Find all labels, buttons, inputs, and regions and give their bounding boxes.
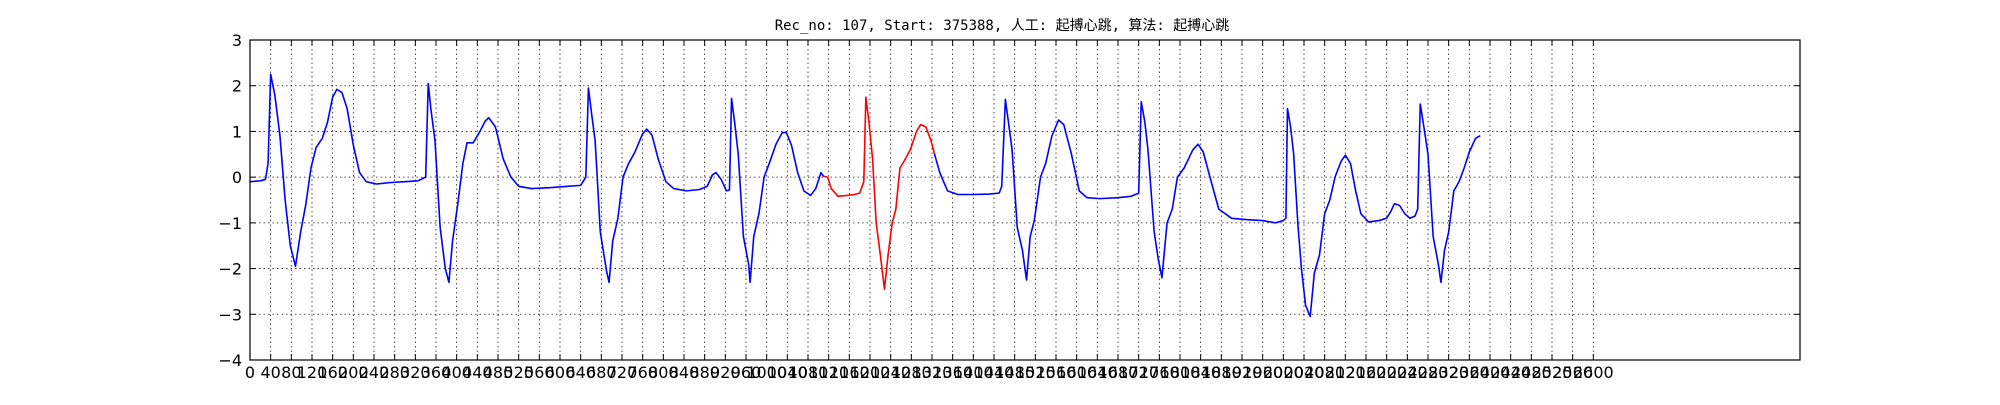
x-tick-label: 2200 [1366,363,1407,382]
x-tick-label: 2040 [1284,363,1325,382]
grid-layer [250,40,1800,360]
x-tick-label: 80 [281,363,301,382]
x-tick-label: 1520 [1015,363,1056,382]
series-layer [249,73,1481,318]
x-tick-label: 120 [297,363,328,382]
x-tick-label: 2440 [1490,363,1531,382]
x-tick-label: 1120 [808,363,849,382]
x-tick-label: 480 [483,363,514,382]
x-tick-label: 880 [689,363,720,382]
x-tick-label: 960 [731,363,762,382]
x-tick-label: 800 [648,363,679,382]
x-tick-label: 560 [524,363,555,382]
x-tick-label: 2560 [1552,363,1593,382]
x-tick-label: 1000 [746,363,787,382]
x-tick-label: 2000 [1263,363,1304,382]
x-tick-label: 2600 [1573,363,1614,382]
x-tick-label: 1400 [953,363,994,382]
x-tick-label: 2480 [1511,363,1552,382]
y-tick-label: 2 [232,77,242,96]
x-tick-label: 1640 [1077,363,1118,382]
x-tick-label: 440 [462,363,493,382]
x-tick-label: 2160 [1346,363,1387,382]
y-tick-label: 1 [232,122,242,141]
x-tick-label: 1360 [932,363,973,382]
plot-frame [249,39,1801,361]
x-tick-label: 600 [545,363,576,382]
x-tick-label: 0 [245,363,255,382]
x-tick-label: 360 [421,363,452,382]
x-tick-label: 1200 [850,363,891,382]
x-tick-label: 760 [627,363,658,382]
x-tick-label: 280 [379,363,410,382]
x-tick-label: 1440 [974,363,1015,382]
x-tick-label: 2320 [1428,363,1469,382]
ecg-trace-annotated-beat [822,96,936,290]
x-tick-label: 2120 [1325,363,1366,382]
y-tick-label: −1 [218,214,242,233]
x-tick-label: 2400 [1470,363,1511,382]
x-tick-label: 2280 [1408,363,1449,382]
y-tick-label: −4 [218,351,242,370]
x-tick-label: 840 [669,363,700,382]
x-tick-label: 520 [503,363,534,382]
x-tick-label: 400 [441,363,472,382]
x-tick-label: 2240 [1387,363,1428,382]
x-tick-label: 2080 [1304,363,1345,382]
x-tick-label: 1680 [1098,363,1139,382]
x-tick-label: 1560 [1036,363,1077,382]
x-tick-label: 1080 [788,363,829,382]
y-tick-label: −3 [218,305,242,324]
x-tick-label: 240 [359,363,390,382]
x-tick-label: 320 [400,363,431,382]
x-tick-label: 2520 [1532,363,1573,382]
x-tick-label: 640 [565,363,596,382]
x-tick-label: 1240 [870,363,911,382]
x-tick-label: 1600 [1056,363,1097,382]
x-tick-label: 1280 [891,363,932,382]
x-tick-label: 1040 [767,363,808,382]
ecg-trace-before [249,73,825,284]
y-tick-label: 3 [232,31,242,50]
x-tick-label: 160 [317,363,348,382]
x-tick-label: 1760 [1139,363,1180,382]
x-tick-label: 680 [586,363,617,382]
x-tick-label: 920 [710,363,741,382]
x-tick-label: 1880 [1201,363,1242,382]
x-tick-label: 1480 [994,363,1035,382]
x-tick-label: 2360 [1449,363,1490,382]
x-tick-label: 200 [338,363,369,382]
x-tick-label: 1840 [1180,363,1221,382]
x-tick-label: 1800 [1160,363,1201,382]
x-tick-label: 1160 [829,363,870,382]
chart-title: Rec_no: 107, Start: 375388, 人工: 起搏心跳, 算法… [775,17,1230,34]
y-tick-label: 0 [232,168,242,187]
x-tick-label: 1920 [1222,363,1263,382]
x-tick-label: 1320 [912,363,953,382]
x-tick-label: 1960 [1242,363,1283,382]
x-tick-label: 1720 [1118,363,1159,382]
x-tick-label: 40 [260,363,280,382]
ecg-trace-after [933,98,1481,318]
x-tick-label: 720 [607,363,638,382]
y-tick-label: −2 [218,260,242,279]
